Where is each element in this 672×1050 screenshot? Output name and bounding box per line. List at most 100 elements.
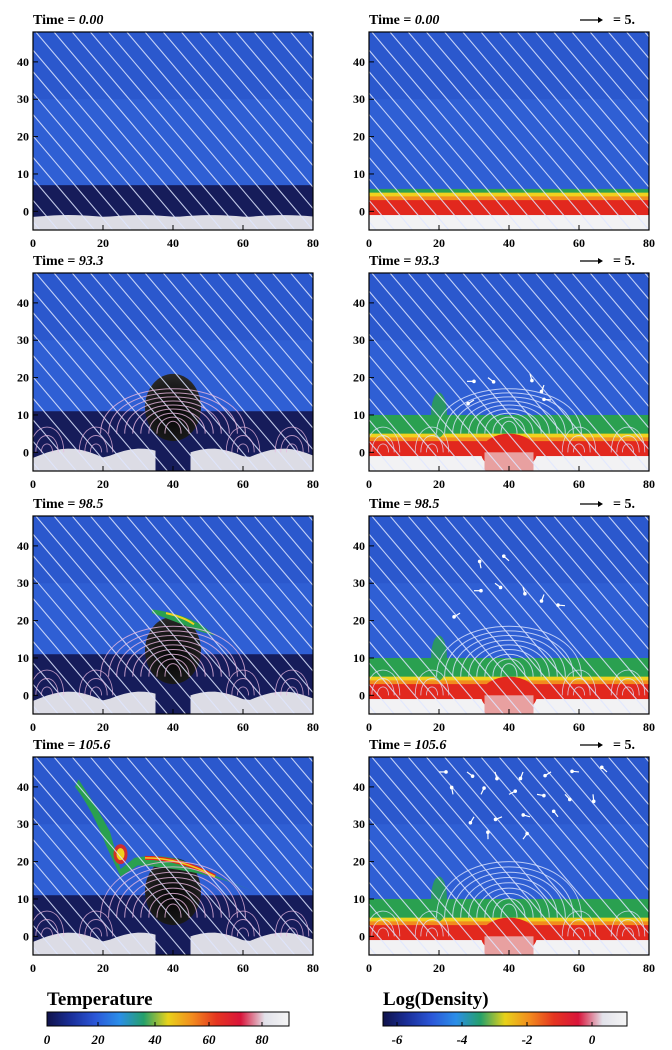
- y-tick-label: 0: [359, 445, 365, 459]
- x-tick-label: 20: [433, 236, 445, 250]
- magnetic-loops: [369, 388, 646, 453]
- x-tick-label: 20: [433, 477, 445, 491]
- y-tick-label: 20: [353, 371, 365, 385]
- field-lines: [369, 32, 649, 230]
- colorbar-tick-label: 0: [589, 1032, 596, 1047]
- y-tick-label: 40: [17, 55, 29, 69]
- vector-scale-legend: = 5.: [580, 254, 635, 269]
- y-tick-label: 0: [359, 688, 365, 702]
- y-tick-label: 30: [17, 92, 29, 106]
- x-tick-label: 40: [167, 236, 179, 250]
- x-tick-label: 60: [237, 477, 249, 491]
- x-tick-label: 0: [30, 961, 36, 975]
- x-tick-label: 60: [573, 236, 585, 250]
- y-tick-label: 40: [353, 55, 365, 69]
- y-tick-label: 20: [353, 855, 365, 869]
- y-tick-label: 20: [353, 130, 365, 144]
- y-tick-label: 40: [17, 539, 29, 553]
- x-tick-label: 40: [503, 720, 515, 734]
- x-tick-label: 80: [307, 477, 319, 491]
- y-tick-label: 20: [17, 614, 29, 628]
- time-value: 105.6: [79, 738, 111, 753]
- flux-core: [145, 373, 201, 442]
- x-tick-label: 0: [366, 236, 372, 250]
- hot-streak: [75, 779, 254, 892]
- panel-time-title: Time = 98.5: [33, 497, 103, 512]
- time-value: 98.5: [79, 497, 104, 512]
- y-tick-label: 30: [17, 817, 29, 831]
- colorbar-strip: [382, 1011, 628, 1027]
- y-tick-label: 10: [353, 651, 365, 665]
- x-tick-label: 20: [97, 236, 109, 250]
- colorbar-tick-label: -4: [457, 1032, 468, 1047]
- vector-scale-legend: = 5.: [580, 13, 635, 28]
- time-label: Time =: [369, 13, 415, 28]
- vector-scale-label: = 5.: [613, 738, 635, 753]
- x-tick-label: 80: [643, 720, 655, 734]
- x-tick-label: 80: [643, 236, 655, 250]
- panel-plot-area: [33, 516, 313, 714]
- x-tick-label: 60: [573, 720, 585, 734]
- y-tick-label: 40: [353, 780, 365, 794]
- colorbar-tick-label: -2: [522, 1032, 533, 1047]
- x-tick-label: 60: [237, 961, 249, 975]
- x-tick-label: 80: [307, 720, 319, 734]
- time-value: 98.5: [415, 497, 440, 512]
- x-tick-label: 20: [97, 961, 109, 975]
- field-lines: [33, 32, 313, 230]
- time-label: Time =: [33, 497, 79, 512]
- y-tick-label: 10: [17, 892, 29, 906]
- y-tick-label: 20: [353, 614, 365, 628]
- x-tick-label: 0: [366, 720, 372, 734]
- x-tick-label: 60: [237, 236, 249, 250]
- vector-scale-legend: = 5.: [580, 497, 635, 512]
- magnetic-loops: [369, 625, 646, 696]
- y-tick-label: 0: [359, 929, 365, 943]
- y-tick-label: 20: [17, 371, 29, 385]
- colorbar-title: Log(Density): [383, 989, 489, 1010]
- vector-scale-label: = 5.: [613, 254, 635, 269]
- x-tick-label: 20: [97, 477, 109, 491]
- y-tick-label: 10: [17, 408, 29, 422]
- y-tick-label: 20: [17, 855, 29, 869]
- y-tick-label: 0: [23, 204, 29, 218]
- colorbar-1: Log(Density) -6 -4 -2 0: [382, 989, 628, 1047]
- magnetic-loops: [33, 625, 310, 696]
- panel-density-0: 0 20 40 60 80 0 10 20 30 40 Time = 0.00 = 5.: [353, 13, 655, 250]
- panel-time-title: Time = 93.3: [369, 254, 439, 269]
- field-lines: [33, 757, 313, 955]
- time-label: Time =: [33, 254, 79, 269]
- time-label: Time =: [33, 13, 79, 28]
- y-tick-label: 0: [23, 688, 29, 702]
- y-tick-label: 10: [353, 408, 365, 422]
- y-tick-label: 10: [353, 167, 365, 181]
- colorbar-0: Temperature 0 20 40 60 80: [44, 989, 290, 1047]
- x-tick-label: 20: [97, 720, 109, 734]
- y-tick-label: 10: [17, 167, 29, 181]
- colorbar-tick-label: 0: [44, 1032, 51, 1047]
- time-label: Time =: [369, 738, 415, 753]
- panel-plot-area: [33, 757, 313, 955]
- time-label: Time =: [369, 497, 415, 512]
- time-label: Time =: [33, 738, 79, 753]
- panel-density-2: 0 20 40 60 80 0 10 20 30 40 Time = 98.5 = 5.: [353, 497, 655, 734]
- x-tick-label: 60: [573, 477, 585, 491]
- x-tick-label: 80: [307, 236, 319, 250]
- field-lines: [33, 273, 313, 471]
- x-tick-label: 20: [433, 720, 445, 734]
- colorbar-tick-label: 60: [203, 1032, 217, 1047]
- time-value: 93.3: [79, 254, 104, 269]
- y-tick-label: 30: [353, 92, 365, 106]
- panel-time-title: Time = 0.00: [33, 13, 103, 28]
- x-tick-label: 20: [433, 961, 445, 975]
- time-value: 0.00: [79, 13, 104, 28]
- x-tick-label: 40: [167, 720, 179, 734]
- x-tick-label: 0: [30, 236, 36, 250]
- y-tick-label: 20: [17, 130, 29, 144]
- y-tick-label: 0: [23, 929, 29, 943]
- y-tick-label: 0: [359, 204, 365, 218]
- panel-density-1: 0 20 40 60 80 0 10 20 30 40 Time = 93.3 = 5.: [353, 254, 655, 491]
- y-tick-label: 40: [353, 296, 365, 310]
- colorbar-tick-label: 40: [148, 1032, 163, 1047]
